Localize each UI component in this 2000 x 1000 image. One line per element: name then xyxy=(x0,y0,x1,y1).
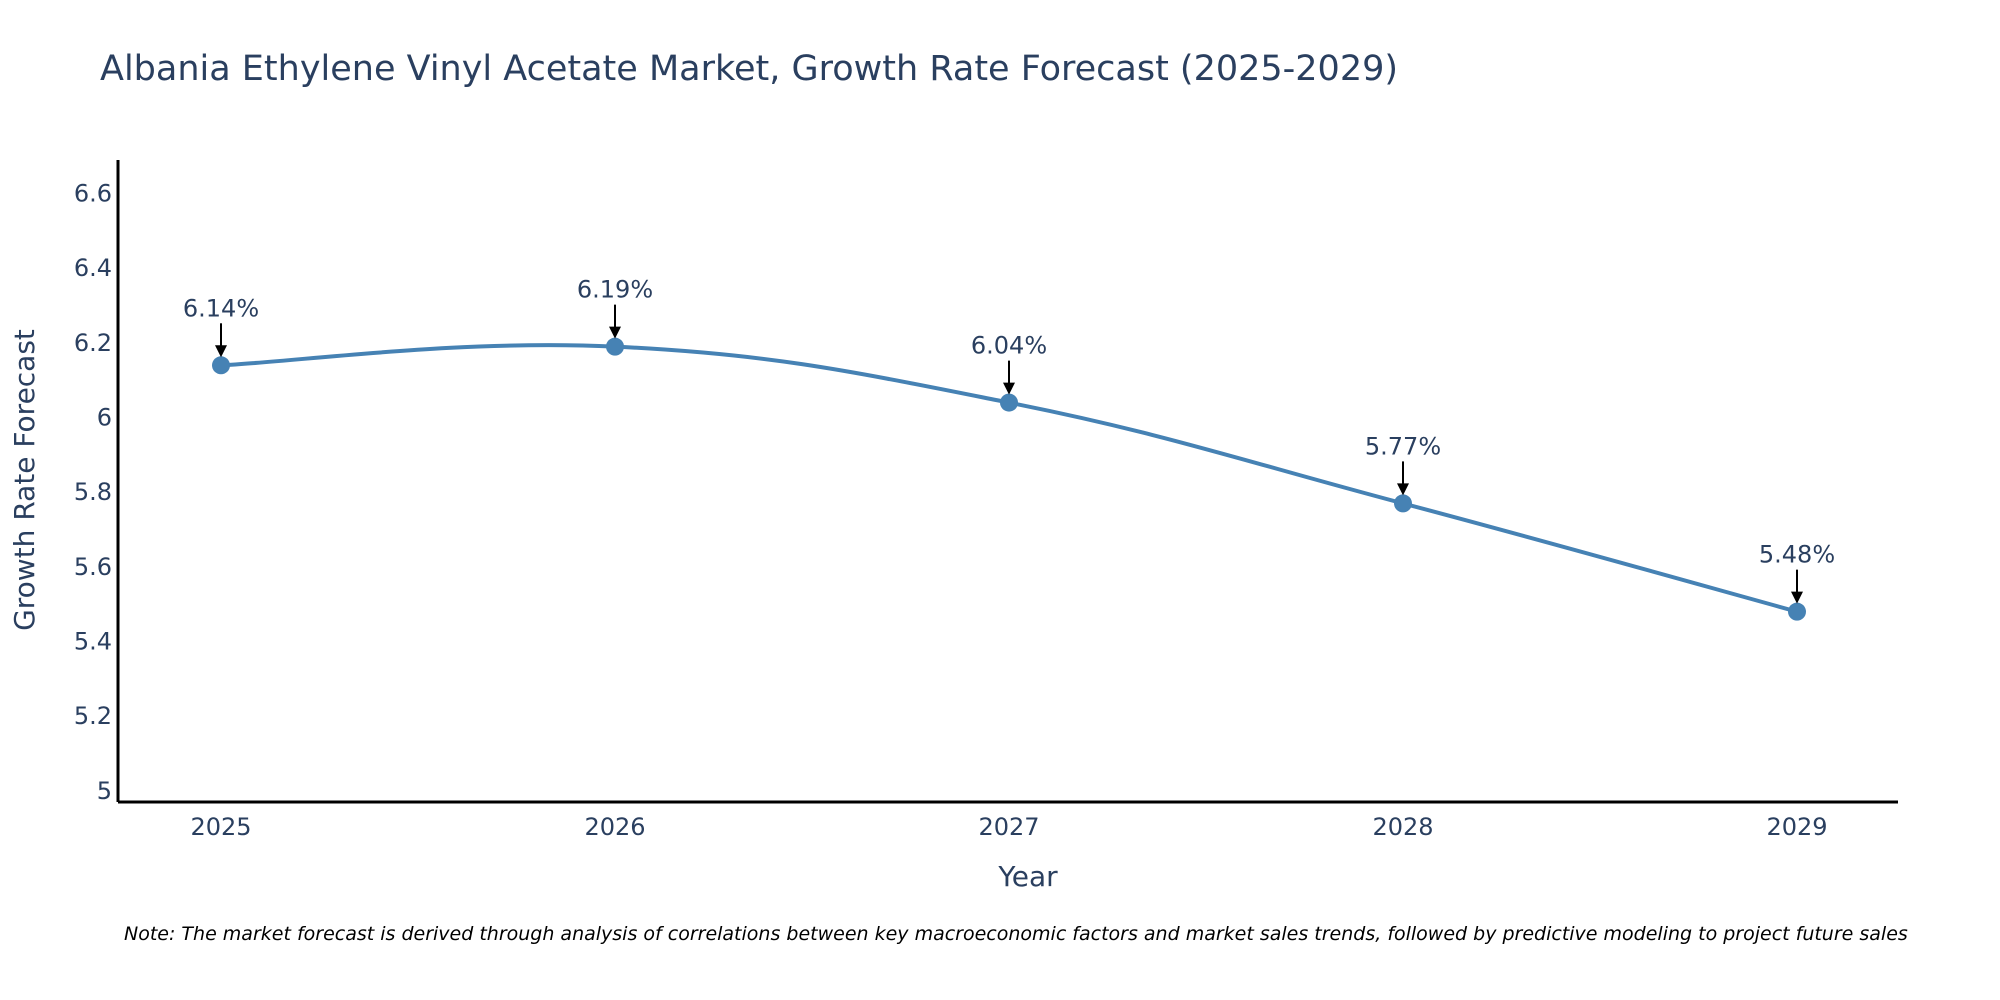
y-tick-label: 5 xyxy=(97,777,112,805)
x-tick-label: 2027 xyxy=(978,813,1039,841)
y-axis-title: Growth Rate Forecast xyxy=(8,329,41,631)
data-point-marker xyxy=(606,337,624,356)
y-tick-label: 6 xyxy=(97,404,112,432)
y-tick-label: 6.2 xyxy=(74,329,112,357)
y-tick-label: 5.6 xyxy=(74,553,112,581)
data-label: 6.04% xyxy=(971,332,1047,360)
x-tick-label: 2028 xyxy=(1372,813,1433,841)
data-point-marker xyxy=(1394,494,1412,513)
x-tick-label: 2025 xyxy=(190,813,251,841)
y-tick-label: 5.8 xyxy=(74,478,112,506)
footnote: Note: The market forecast is derived thr… xyxy=(124,923,1908,945)
annotation-arrowhead xyxy=(215,345,227,358)
x-tick-label: 2026 xyxy=(584,813,645,841)
data-point-marker xyxy=(1000,393,1018,412)
data-label: 6.14% xyxy=(183,294,259,322)
data-label-annotations: 6.14% 6.19% 6.04% 5.77% 5.48% xyxy=(183,276,1835,604)
data-point-marker xyxy=(212,356,230,375)
data-label: 6.19% xyxy=(577,276,653,304)
x-tick-label: 2029 xyxy=(1766,813,1827,841)
annotation-arrowhead xyxy=(609,326,621,339)
data-label: 5.77% xyxy=(1365,432,1441,460)
data-point-marker xyxy=(1788,602,1806,621)
y-tick-label: 6.6 xyxy=(74,180,112,208)
y-tick-label: 5.4 xyxy=(74,628,112,656)
annotation-arrowhead xyxy=(1397,483,1409,496)
data-label: 5.48% xyxy=(1759,541,1835,569)
series-markers xyxy=(212,337,1806,621)
annotation-arrowhead xyxy=(1003,382,1015,395)
y-tick-label: 6.4 xyxy=(74,254,112,282)
x-axis-ticks: 2025 2026 2027 2028 2029 xyxy=(190,813,1827,841)
x-axis-title: Year xyxy=(997,860,1058,893)
chart-title: Albania Ethylene Vinyl Acetate Market, G… xyxy=(100,49,1398,89)
y-axis-ticks: 5 5.2 5.4 5.6 5.8 6 6.2 6.4 6.6 xyxy=(74,180,112,805)
y-tick-label: 5.2 xyxy=(74,702,112,730)
annotation-arrowhead xyxy=(1791,591,1803,604)
